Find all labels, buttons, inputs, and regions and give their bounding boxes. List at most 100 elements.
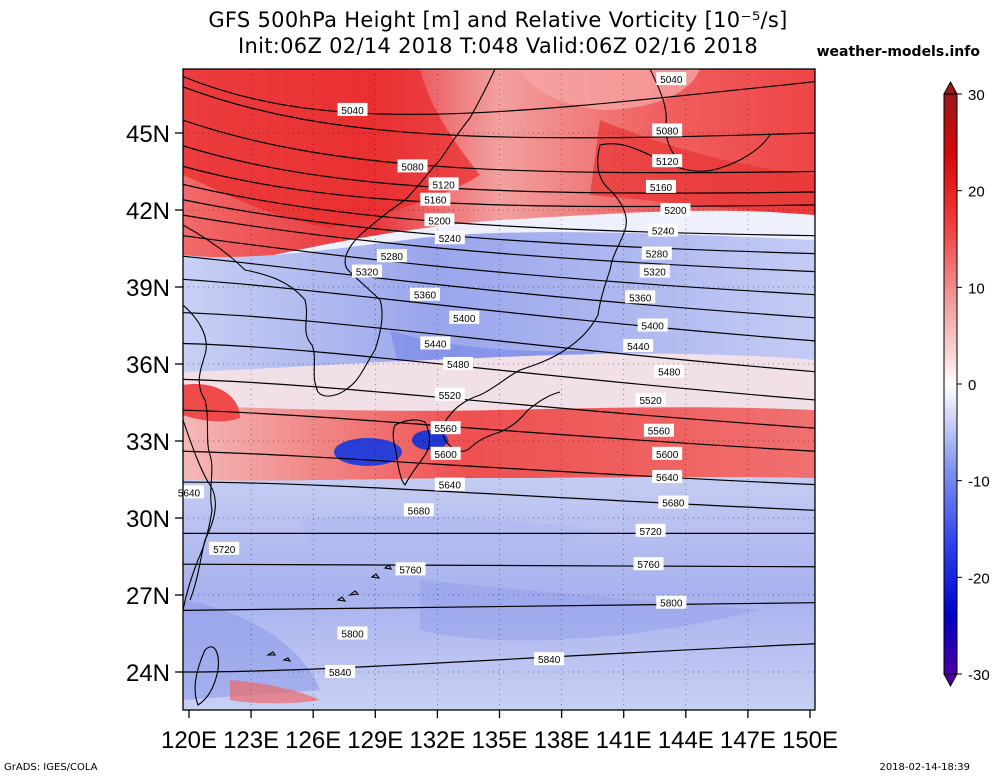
- lat-tick-label: 24N: [126, 660, 170, 687]
- height-contour-5320: [183, 214, 815, 273]
- colorbar-labels: 30 20 10 0 -10 -20 -30: [957, 87, 990, 684]
- colorbar-label: -20: [968, 570, 990, 587]
- contour-label-5680: 5680: [403, 503, 434, 517]
- svg-text:5040: 5040: [341, 106, 364, 117]
- contour-label-5400: 5400: [637, 318, 668, 333]
- contour-label-5640: 5640: [652, 469, 683, 484]
- height-contour-5480: [183, 312, 815, 373]
- contour-label-5040: 5040: [337, 102, 368, 117]
- contour-label-5440: 5440: [420, 336, 451, 350]
- svg-text:5520: 5520: [639, 396, 662, 407]
- contour-label-5520: 5520: [635, 392, 666, 407]
- height-contour-5640: [183, 450, 815, 486]
- colorbar-label: 20: [968, 184, 985, 201]
- lat-tick-label: 27N: [126, 583, 170, 610]
- chart-subtitle: Init:06Z 02/14 2018 T:048 Valid:06Z 02/1…: [238, 34, 758, 58]
- contour-label-5400: 5400: [449, 310, 480, 325]
- contour-label-5680: 5680: [658, 495, 689, 510]
- contour-label-5840: 5840: [534, 652, 565, 666]
- contour-label-5160: 5160: [420, 192, 451, 207]
- svg-text:5600: 5600: [656, 450, 679, 461]
- contour-label-5360: 5360: [409, 287, 440, 302]
- contour-label-5120: 5120: [652, 154, 683, 168]
- svg-text:5720: 5720: [213, 545, 236, 556]
- lon-tick-label: 132E: [409, 727, 465, 754]
- contour-label-5320: 5320: [352, 264, 383, 279]
- svg-text:5600: 5600: [435, 450, 458, 461]
- svg-text:5400: 5400: [453, 314, 476, 325]
- height-contour-5400: [183, 255, 815, 319]
- height-contour-5680: [183, 481, 815, 511]
- footer-credit: GrADS: IGES/COLA: [4, 762, 98, 773]
- colorbar-label: 10: [968, 280, 985, 297]
- lon-tick-label: 120E: [161, 727, 217, 754]
- height-contour-5760: [183, 563, 815, 568]
- svg-text:5680: 5680: [408, 506, 431, 517]
- svg-text:5840: 5840: [329, 668, 352, 679]
- lon-tick-label: 129E: [347, 727, 403, 754]
- svg-text:5080: 5080: [401, 162, 424, 173]
- svg-text:5200: 5200: [428, 216, 451, 227]
- svg-text:5280: 5280: [646, 250, 669, 261]
- svg-text:5160: 5160: [650, 183, 673, 194]
- height-contour-5040: [183, 75, 815, 115]
- svg-text:5640: 5640: [656, 473, 679, 484]
- svg-text:5240: 5240: [439, 234, 462, 245]
- height-contour-5840: [183, 643, 815, 673]
- svg-text:5200: 5200: [664, 206, 687, 217]
- svg-text:5640: 5640: [439, 481, 462, 492]
- svg-text:5440: 5440: [627, 342, 650, 353]
- contour-label-5520: 5520: [434, 387, 465, 402]
- svg-text:5560: 5560: [435, 424, 458, 435]
- lat-tick-label: 36N: [126, 352, 170, 379]
- contour-label-5560: 5560: [430, 421, 461, 435]
- contour-label-5360: 5360: [625, 290, 656, 304]
- svg-text:5480: 5480: [447, 360, 470, 371]
- svg-text:5440: 5440: [424, 339, 447, 350]
- svg-text:5840: 5840: [538, 655, 561, 666]
- height-contour-5360: [183, 235, 815, 296]
- contour-labels: 5040 5040 5080 5080 5120 5120 5160 5160 5200 5200…: [174, 72, 691, 679]
- svg-text:5760: 5760: [637, 560, 660, 571]
- svg-text:5640: 5640: [178, 488, 201, 499]
- contour-label-5280: 5280: [376, 249, 407, 263]
- contour-label-5200: 5200: [660, 203, 691, 217]
- lon-tick-label: 123E: [223, 727, 279, 754]
- svg-text:5800: 5800: [341, 630, 364, 641]
- colorbar: [943, 80, 958, 688]
- svg-text:5120: 5120: [432, 180, 455, 191]
- svg-text:5240: 5240: [652, 227, 675, 238]
- colorbar-label: -10: [968, 474, 990, 491]
- svg-text:5160: 5160: [424, 196, 447, 207]
- colorbar-label: -30: [968, 667, 990, 684]
- svg-text:5320: 5320: [356, 268, 379, 279]
- contour-label-5320: 5320: [639, 264, 670, 279]
- height-contour-5440: [183, 278, 815, 342]
- contour-label-5080: 5080: [397, 159, 428, 173]
- svg-text:5520: 5520: [439, 391, 462, 402]
- svg-text:5480: 5480: [658, 368, 681, 379]
- svg-text:5320: 5320: [644, 268, 667, 279]
- colorbar-label: 30: [968, 87, 985, 104]
- contour-label-5480: 5480: [654, 364, 685, 379]
- colorbar-label: 0: [968, 377, 976, 394]
- contour-label-5600: 5600: [430, 446, 461, 461]
- contour-label-5760: 5760: [633, 557, 664, 571]
- chart-title: GFS 500hPa Height [m] and Relative Vorti…: [208, 8, 788, 32]
- svg-text:5360: 5360: [414, 291, 437, 302]
- lon-tick-label: 126E: [285, 727, 341, 754]
- svg-text:5760: 5760: [399, 565, 422, 576]
- svg-text:5280: 5280: [381, 252, 404, 263]
- svg-text:5080: 5080: [656, 126, 679, 137]
- footer-timestamp: 2018-02-14-18:39: [879, 762, 970, 773]
- svg-text:5400: 5400: [642, 322, 665, 333]
- contour-label-5200: 5200: [424, 213, 455, 227]
- contour-label-5160: 5160: [645, 179, 676, 194]
- lon-tick-label: 144E: [658, 727, 714, 754]
- lat-tick-label: 39N: [126, 275, 170, 302]
- lat-tick-label: 42N: [126, 198, 170, 225]
- contour-label-5800: 5800: [656, 595, 687, 610]
- contour-label-5560: 5560: [643, 423, 674, 438]
- lon-tick-label: 138E: [534, 727, 590, 754]
